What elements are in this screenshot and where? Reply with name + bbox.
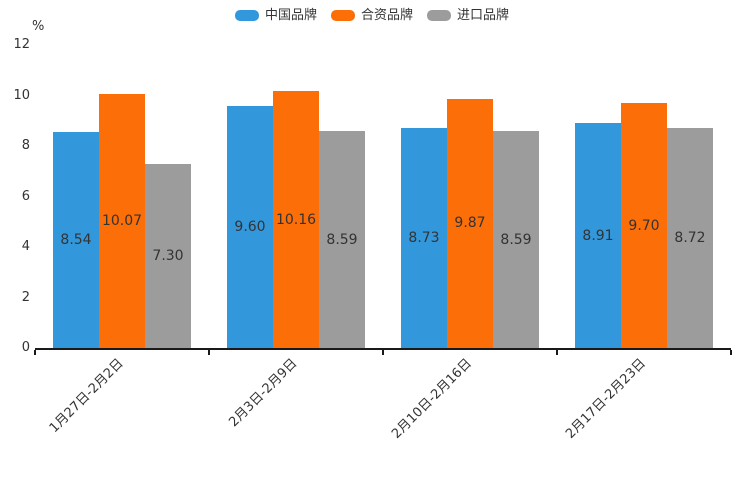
legend: 中国品牌 合资品牌 进口品牌 xyxy=(0,8,744,23)
legend-marker-icon xyxy=(234,10,259,21)
bar-中国品牌-2[interactable] xyxy=(401,127,447,348)
bar-value-label: 10.07 xyxy=(101,212,143,229)
x-category-label: 1月27日-2月2日 xyxy=(46,356,127,436)
legend-marker-icon xyxy=(427,10,451,21)
x-category-label: 2月10日-2月16日 xyxy=(388,356,475,442)
x-axis-tick xyxy=(34,350,36,355)
y-tick-label: 2 xyxy=(21,289,30,305)
y-tick-label: 12 xyxy=(13,37,30,52)
bar-value-label: 8.73 xyxy=(408,229,440,246)
bar-value-label: 8.59 xyxy=(326,231,358,248)
x-axis-tick xyxy=(556,350,558,355)
y-tick-label: 6 xyxy=(21,188,30,204)
bar-合资品牌-1[interactable] xyxy=(273,91,319,348)
x-axis-tick xyxy=(208,350,210,355)
bar-value-label: 8.91 xyxy=(582,227,614,244)
bar-中国品牌-0[interactable] xyxy=(53,132,99,348)
bar-value-label: 7.30 xyxy=(152,247,184,264)
bar-合资品牌-0[interactable] xyxy=(99,93,145,348)
y-tick-label: 0 xyxy=(21,340,30,355)
legend-item-2[interactable]: 进口品牌 xyxy=(427,8,509,23)
legend-item-label: 合资品牌 xyxy=(360,8,413,23)
bar-value-label: 9.87 xyxy=(454,215,486,232)
legend-marker-icon xyxy=(330,10,355,21)
legend-item-label: 中国品牌 xyxy=(264,8,317,23)
bar-value-label: 8.54 xyxy=(60,232,92,249)
bar-进口品牌-1[interactable] xyxy=(319,131,365,348)
bar-value-label: 8.59 xyxy=(500,231,532,248)
legend-item-0[interactable]: 中国品牌 xyxy=(234,8,317,23)
legend-item-label: 进口品牌 xyxy=(457,8,510,23)
bar-合资品牌-2[interactable] xyxy=(447,98,493,348)
x-axis-tick xyxy=(730,350,732,355)
bar-中国品牌-1[interactable] xyxy=(227,105,273,348)
bar-中国品牌-3[interactable] xyxy=(575,123,621,348)
y-tick-label: 8 xyxy=(21,138,30,153)
x-category-label: 2月17日-2月23日 xyxy=(562,356,649,442)
x-axis-tick xyxy=(382,350,384,355)
y-tick-label: 4 xyxy=(21,239,30,254)
bar-进口品牌-2[interactable] xyxy=(493,131,539,348)
y-tick-label: 10 xyxy=(13,87,30,103)
bar-value-label: 9.70 xyxy=(628,217,660,234)
x-category-label: 2月3日-2月9日 xyxy=(226,356,301,431)
bar-value-label: 10.16 xyxy=(275,211,317,228)
legend-item-1[interactable]: 合资品牌 xyxy=(330,8,413,23)
y-axis-unit-label: % xyxy=(32,19,45,34)
bar-进口品牌-0[interactable] xyxy=(145,163,191,348)
x-axis-line xyxy=(35,348,731,350)
bar-进口品牌-3[interactable] xyxy=(667,127,713,348)
bar-value-label: 9.60 xyxy=(234,218,266,235)
bar-合资品牌-3[interactable] xyxy=(621,103,667,348)
bar-value-label: 8.72 xyxy=(674,229,706,246)
